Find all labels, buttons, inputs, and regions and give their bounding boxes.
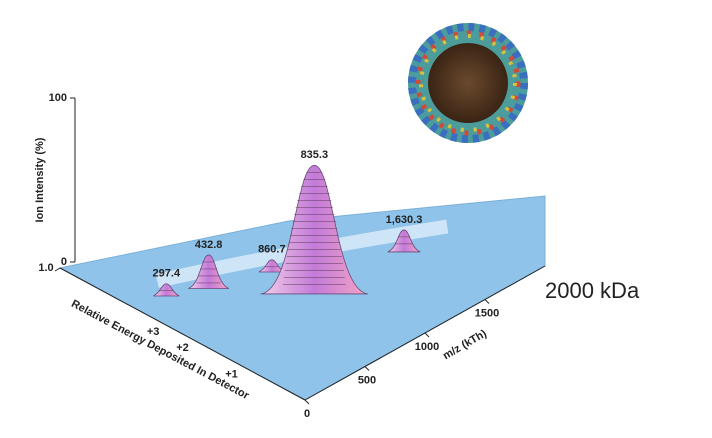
y-tick-label: 0 [61, 256, 67, 268]
peak [153, 283, 180, 297]
x-tick [364, 366, 370, 371]
virus-image [408, 23, 528, 143]
peak-label: 835.3 [301, 149, 329, 161]
x-tick [484, 299, 490, 304]
peak-label: 432.8 [195, 239, 223, 251]
x-tick-label: 1500 [475, 307, 499, 319]
charge-label: +3 [147, 326, 160, 338]
y-tick-label: 100 [49, 92, 67, 104]
charge-label: +1 [225, 368, 238, 380]
x-tick-label: 500 [358, 374, 376, 386]
charge-label: +2 [176, 342, 189, 354]
z-tick [54, 267, 61, 272]
peak [260, 164, 369, 295]
peak-label: 1,630.3 [386, 214, 423, 226]
z-axis [59, 267, 306, 401]
x-axis-label: m/z (kTh) [441, 327, 489, 362]
x-tick-label: 0 [304, 408, 310, 420]
z-tick-label: 1.0 [38, 262, 53, 274]
x-tick-label: 1000 [415, 341, 439, 353]
peak [188, 254, 230, 289]
peak-label: 297.4 [153, 268, 181, 280]
x-tick [304, 399, 310, 405]
peak-label: 860.7 [258, 244, 286, 256]
peak [387, 229, 421, 253]
annotation: 2000 kDa [545, 278, 640, 303]
y-axis-label: Ion Intensity (%) [34, 137, 46, 222]
x-tick [424, 332, 430, 338]
